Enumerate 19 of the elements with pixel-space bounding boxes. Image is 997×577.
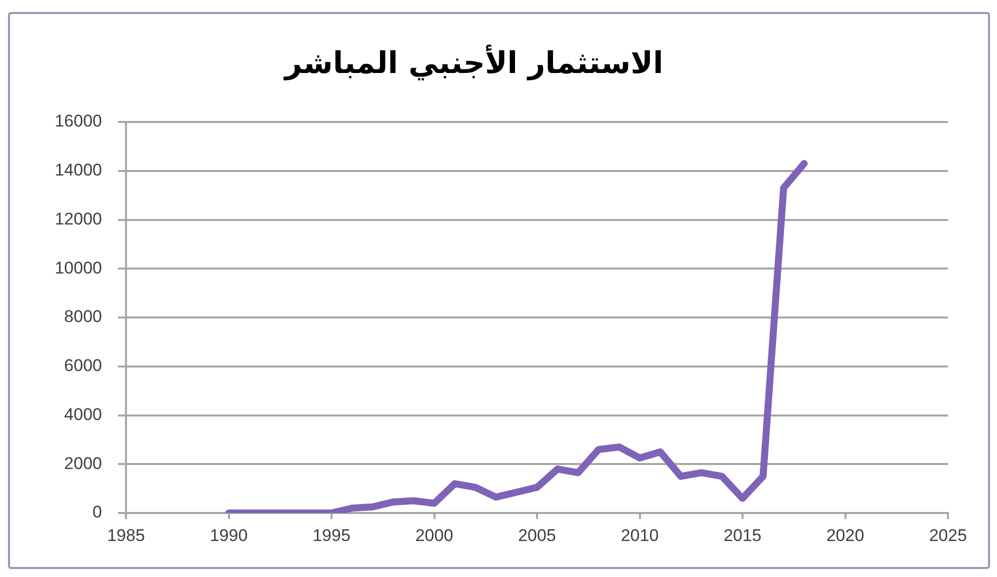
x-tick-label: 2005	[518, 526, 556, 545]
x-tick-label: 2015	[724, 526, 762, 545]
y-tick-label: 10000	[54, 258, 102, 278]
chart-title: الاستثمار الأجنبي المباشر	[282, 44, 664, 81]
x-tick-label: 1990	[210, 526, 248, 545]
y-tick-label: 16000	[54, 112, 102, 131]
y-tick-label: 6000	[64, 356, 102, 376]
y-tick-label: 2000	[64, 454, 102, 473]
x-tick-label: 1985	[107, 526, 145, 545]
y-tick-label: 12000	[54, 209, 102, 228]
x-tick-label: 2010	[620, 526, 659, 545]
x-tick-label: 1995	[312, 526, 350, 545]
x-tick-label: 2020	[826, 526, 864, 545]
x-tick-label: 2025	[929, 526, 967, 545]
y-tick-label: 4000	[64, 404, 102, 424]
y-tick-label: 8000	[64, 307, 102, 326]
y-tick-label: 0	[92, 502, 102, 522]
x-tick-label: 2000	[415, 526, 454, 545]
y-tick-label: 14000	[54, 160, 102, 180]
